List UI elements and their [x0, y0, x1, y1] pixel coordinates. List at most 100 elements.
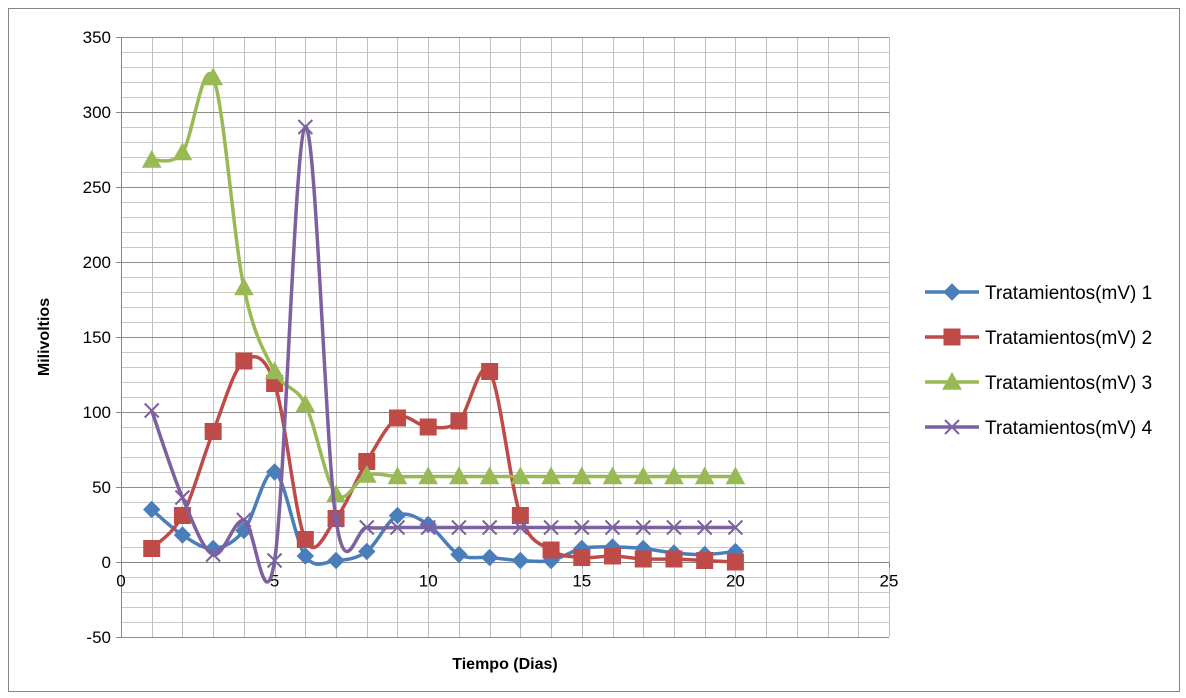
data-point [359, 519, 375, 536]
data-point [696, 519, 713, 536]
legend-label: Tratamientos(mV) 2 [985, 328, 1152, 349]
data-point [451, 519, 467, 536]
series-4 [144, 119, 744, 584]
legend-item: Tratamientos(mV) 1 [925, 283, 1152, 304]
data-point [143, 500, 161, 519]
series-1 [143, 463, 745, 570]
data-point [604, 547, 622, 565]
series-line [150, 125, 736, 584]
y-tick-label: 150 [83, 328, 111, 347]
data-point [235, 352, 253, 370]
data-point [512, 519, 529, 536]
line-chart: -50 0 50 100 150 200 250 300 350 0 5 10 15 20 25 Trata… [36, 28, 1153, 673]
data-point [449, 466, 469, 485]
data-point [634, 550, 652, 568]
x-tick-label: 10 [419, 572, 438, 591]
data-point [296, 547, 315, 565]
x-tick-label: 20 [726, 572, 745, 591]
y-tick-label: 50 [92, 478, 111, 497]
data-point [266, 552, 283, 569]
data-point [204, 423, 222, 440]
data-point [143, 540, 161, 557]
data-point [296, 531, 314, 548]
data-point [541, 466, 561, 485]
data-point [542, 541, 560, 559]
data-point [388, 506, 407, 525]
data-point [694, 466, 715, 485]
x-tick-label: 25 [880, 572, 899, 591]
chart-area: -50 0 50 100 150 200 250 300 350 0 5 10 15 20 25 Trata… [8, 8, 1180, 692]
data-point [481, 363, 499, 380]
legend-item: Tratamientos(mV) 2 [925, 328, 1152, 349]
data-point [265, 463, 284, 481]
data-point [666, 519, 682, 536]
y-tick-label: 100 [83, 403, 111, 422]
series-line [151, 72, 736, 499]
data-point [419, 418, 437, 436]
legend-item: Tratamientos(mV) 4 [925, 418, 1153, 439]
data-point [203, 67, 224, 86]
y-tick-label: 350 [83, 28, 111, 47]
data-point [388, 409, 406, 427]
data-point [387, 466, 408, 485]
data-point [479, 466, 500, 485]
data-point [571, 466, 592, 485]
x-tick-label: 0 [116, 572, 125, 591]
data-point [295, 394, 316, 413]
x-tick-label: 15 [572, 572, 591, 591]
data-point [205, 546, 221, 563]
y-tick-label: 300 [83, 103, 111, 122]
data-point [543, 519, 559, 536]
legend-marker [943, 283, 961, 301]
series-3 [141, 67, 746, 503]
data-point [510, 466, 531, 485]
data-point [726, 553, 744, 571]
y-axis-title: Milivoltios [36, 298, 53, 376]
legend-label: Tratamientos(mV) 1 [985, 283, 1152, 304]
data-point [574, 519, 590, 536]
y-tick-label: 0 [102, 553, 111, 572]
data-point [635, 519, 651, 536]
legend-label: Tratamientos(mV) 3 [985, 373, 1152, 394]
data-point [234, 277, 254, 296]
data-point [633, 466, 654, 485]
data-point [696, 552, 714, 569]
data-point [172, 142, 193, 161]
y-tick-label: 250 [83, 178, 111, 197]
data-point [389, 519, 406, 536]
data-point [450, 412, 468, 430]
axes: -50 0 50 100 150 200 250 300 350 0 5 10 15 20 25 [83, 28, 899, 647]
data-point [236, 512, 252, 528]
data-point [511, 507, 529, 524]
data-point [665, 550, 683, 568]
legend-marker [942, 371, 962, 390]
data-point [327, 551, 345, 570]
legend-item: Tratamientos(mV) 3 [925, 371, 1152, 394]
data-point [511, 551, 530, 570]
legend-marker [943, 328, 961, 346]
data-point [144, 402, 160, 419]
data-point [450, 545, 468, 564]
data-point [174, 489, 191, 506]
data-point [604, 519, 621, 536]
data-point [420, 519, 436, 536]
series-layer [141, 67, 746, 584]
x-tick-label: 5 [270, 572, 279, 591]
data-point [727, 519, 744, 536]
legend-marker [944, 419, 960, 435]
data-point [480, 548, 499, 567]
x-axis-title: Tiempo (Dias) [452, 656, 558, 673]
data-point [664, 466, 684, 485]
data-point [602, 466, 623, 485]
data-point [173, 526, 192, 544]
legend-label: Tratamientos(mV) 4 [985, 418, 1153, 439]
data-point [264, 361, 285, 380]
data-point [573, 549, 591, 566]
data-point [297, 119, 314, 135]
y-tick-label: 200 [83, 253, 111, 272]
y-tick-label: -50 [86, 628, 111, 647]
data-point [328, 512, 344, 528]
data-point [358, 542, 376, 561]
grid [121, 37, 890, 638]
series-2 [143, 352, 744, 571]
